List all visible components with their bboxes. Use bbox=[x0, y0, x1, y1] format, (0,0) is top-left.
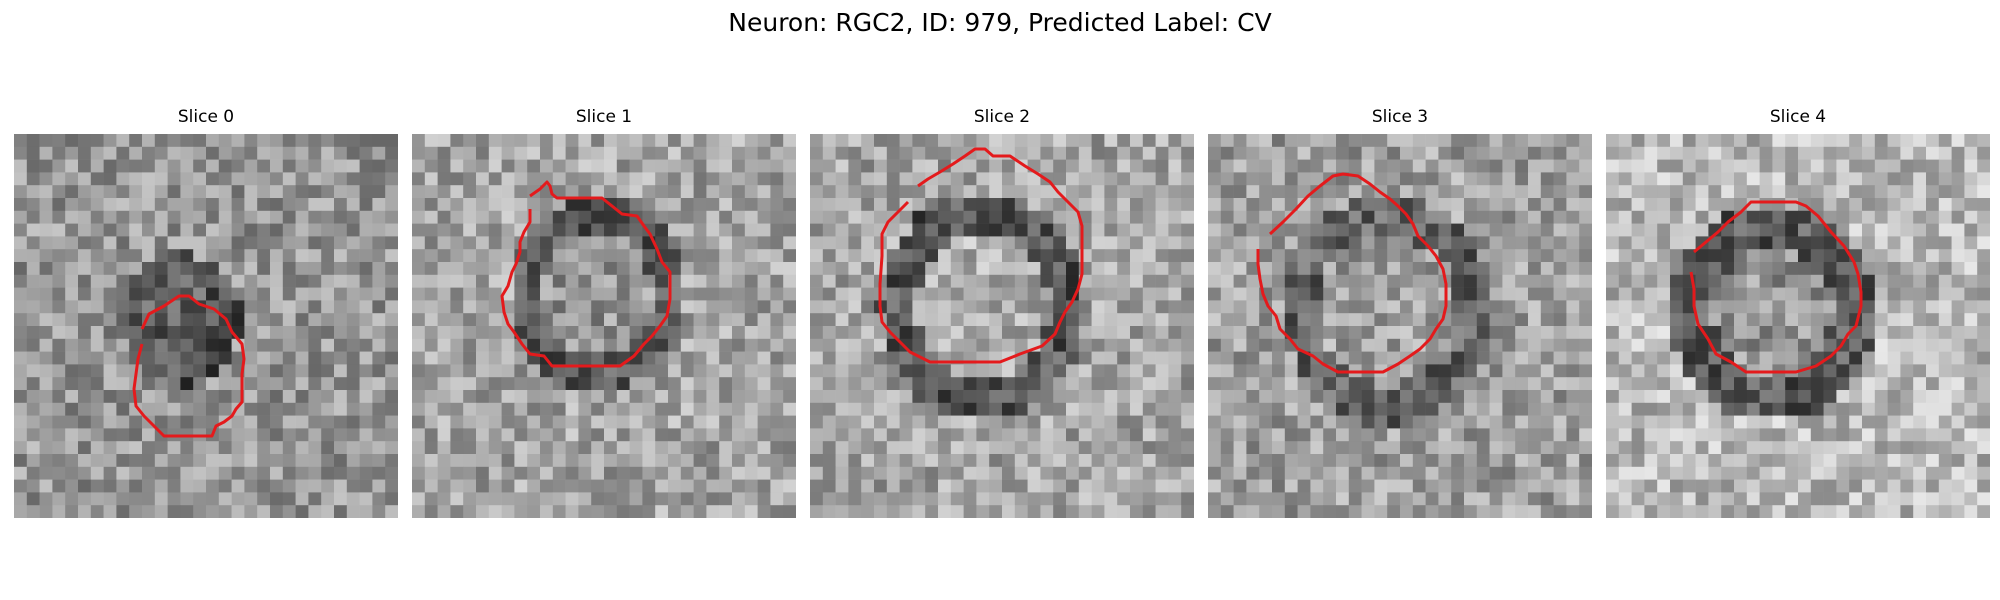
slice-panel-1: Slice 1 bbox=[412, 105, 796, 525]
slice-title-3: Slice 3 bbox=[1371, 107, 1429, 127]
slice-image-1 bbox=[412, 134, 796, 518]
contour-1 bbox=[500, 180, 672, 368]
slice-panel-2: Slice 2 bbox=[810, 105, 1194, 525]
figure-title: Neuron: RGC2, ID: 979, Predicted Label: … bbox=[728, 8, 1272, 37]
slice-pixels-0 bbox=[14, 134, 398, 518]
slice-image-0 bbox=[14, 134, 398, 518]
contour-3 bbox=[1256, 172, 1448, 374]
slice-title-4: Slice 4 bbox=[1769, 107, 1827, 127]
contour-0 bbox=[132, 294, 246, 438]
slice-panel-3: Slice 3 bbox=[1208, 105, 1592, 525]
slice-title-1: Slice 1 bbox=[575, 107, 633, 127]
slice-image-2 bbox=[810, 134, 1194, 518]
slice-pixels-2 bbox=[810, 134, 1194, 518]
slice-pixels-4 bbox=[1606, 134, 1990, 518]
slice-image-4 bbox=[1606, 134, 1990, 518]
slice-panel-4: Slice 4 bbox=[1606, 105, 1990, 525]
slice-title-2: Slice 2 bbox=[973, 107, 1031, 127]
slice-panel-0: Slice 0 bbox=[14, 105, 398, 525]
slice-title-0: Slice 0 bbox=[177, 107, 235, 127]
slice-pixels-1 bbox=[412, 134, 796, 518]
contour-4 bbox=[1689, 200, 1863, 374]
slice-image-3 bbox=[1208, 134, 1592, 518]
slice-pixels-3 bbox=[1208, 134, 1592, 518]
contour-2 bbox=[878, 147, 1084, 364]
